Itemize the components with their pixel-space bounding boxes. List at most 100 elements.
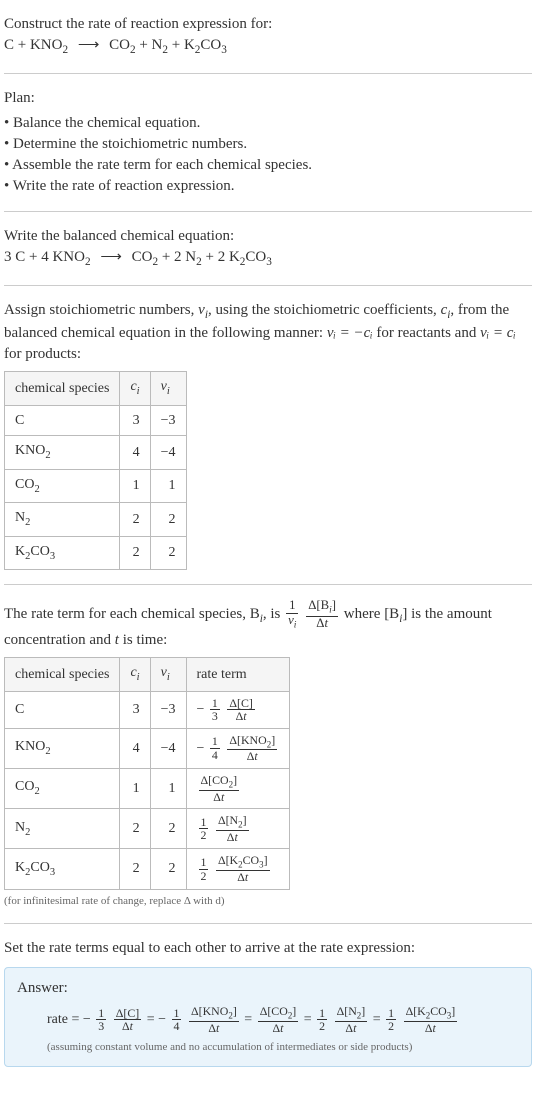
balanced-heading: Write the balanced chemical equation:	[4, 226, 532, 247]
nu-cell: 1	[150, 469, 186, 502]
one-over-nu: 1νi	[286, 599, 298, 630]
table-row: C3−3− 13 Δ[C]Δt	[5, 691, 290, 728]
rate-term-cell: − 14 Δ[KNO2]Δt	[186, 728, 290, 768]
table-header: νi	[150, 658, 186, 691]
table-row: KNO24−4− 14 Δ[KNO2]Δt	[5, 728, 290, 768]
relation-products: νᵢ = cᵢ	[480, 325, 516, 341]
stoich-section: Assign stoichiometric numbers, νi, using…	[4, 294, 532, 577]
final-heading: Set the rate terms equal to each other t…	[4, 938, 532, 959]
intro-equation: C + KNO2 ⟶ CO2 + N2 + K2CO3	[4, 35, 532, 59]
c-cell: 1	[120, 469, 150, 502]
answer-note: (assuming constant volume and no accumul…	[17, 1040, 519, 1055]
species-cell: C	[5, 691, 120, 728]
rateterm-text: The rate term for each chemical species,…	[4, 599, 532, 651]
text: , is	[263, 606, 284, 622]
rate-term-cell: − 13 Δ[C]Δt	[186, 691, 290, 728]
rate-word: rate =	[47, 1012, 83, 1027]
relation-reactants: νᵢ = −cᵢ	[327, 325, 373, 341]
table-row: C3−3	[5, 405, 187, 436]
plan-item: • Determine the stoichiometric numbers.	[4, 134, 532, 155]
final-section: Set the rate terms equal to each other t…	[4, 932, 532, 1073]
table-header: chemical species	[5, 372, 120, 405]
divider	[4, 211, 532, 212]
rateterm-table: chemical speciesciνirate term C3−3− 13 Δ…	[4, 657, 290, 889]
species-cell: K2CO3	[5, 536, 120, 569]
plan-section: Plan: • Balance the chemical equation.• …	[4, 82, 532, 203]
divider	[4, 285, 532, 286]
table-row: K2CO322	[5, 536, 187, 569]
table-header: νi	[150, 372, 186, 405]
c-cell: 2	[120, 536, 150, 569]
rate-expression: rate = − 13 Δ[C]Δt = − 14 Δ[KNO2]Δt = Δ[…	[17, 1005, 519, 1034]
nu-cell: 2	[150, 849, 186, 889]
intro-section: Construct the rate of reaction expressio…	[4, 8, 532, 65]
divider	[4, 73, 532, 74]
rate-term-cell: 12 Δ[K2CO3]Δt	[186, 849, 290, 889]
table-header: ci	[120, 658, 150, 691]
table-header: chemical species	[5, 658, 120, 691]
plan-item: • Balance the chemical equation.	[4, 113, 532, 134]
intro-prompt: Construct the rate of reaction expressio…	[4, 14, 532, 35]
text: for products:	[4, 346, 81, 362]
c-cell: 4	[120, 728, 150, 768]
c-cell: 2	[120, 849, 150, 889]
stoich-table: chemical speciesciνi C3−3KNO24−4CO211N22…	[4, 371, 187, 570]
nu-cell: 2	[150, 503, 186, 536]
species-cell: KNO2	[5, 728, 120, 768]
c-cell: 4	[120, 436, 150, 469]
nu-cell: 2	[150, 809, 186, 849]
nu-cell: −4	[150, 728, 186, 768]
table-header: ci	[120, 372, 150, 405]
rate-term-cell: Δ[CO2]Δt	[186, 768, 290, 808]
species-cell: K2CO3	[5, 849, 120, 889]
table-header-row: chemical speciesciνi	[5, 372, 187, 405]
species-cell: CO2	[5, 768, 120, 808]
text: The rate term for each chemical species,…	[4, 606, 260, 622]
text: Assign stoichiometric numbers,	[4, 302, 198, 318]
nu-cell: −4	[150, 436, 186, 469]
species-cell: N2	[5, 809, 120, 849]
stoich-text: Assign stoichiometric numbers, νi, using…	[4, 300, 532, 366]
balanced-section: Write the balanced chemical equation: 3 …	[4, 220, 532, 277]
delta-b-over-delta-t: Δ[Bi]Δt	[306, 599, 338, 630]
nu-i: νi	[198, 302, 208, 318]
divider	[4, 923, 532, 924]
c-cell: 2	[120, 809, 150, 849]
table-header: rate term	[186, 658, 290, 691]
c-cell: 1	[120, 768, 150, 808]
plan-item: • Assemble the rate term for each chemic…	[4, 155, 532, 176]
species-cell: N2	[5, 503, 120, 536]
table-row: CO211Δ[CO2]Δt	[5, 768, 290, 808]
species-cell: C	[5, 405, 120, 436]
plan-list: • Balance the chemical equation.• Determ…	[4, 113, 532, 197]
divider	[4, 584, 532, 585]
text: , using the stoichiometric coefficients,	[208, 302, 441, 318]
answer-label: Answer:	[17, 978, 519, 999]
nu-cell: 2	[150, 536, 186, 569]
species-cell: CO2	[5, 469, 120, 502]
table-row: N222	[5, 503, 187, 536]
table-row: CO211	[5, 469, 187, 502]
rateterm-section: The rate term for each chemical species,…	[4, 593, 532, 915]
table-header-row: chemical speciesciνirate term	[5, 658, 290, 691]
c-cell: 3	[120, 405, 150, 436]
rate-terms: − 13 Δ[C]Δt = − 14 Δ[KNO2]Δt = Δ[CO2]Δt …	[83, 1012, 459, 1027]
nu-cell: −3	[150, 405, 186, 436]
table-row: N22212 Δ[N2]Δt	[5, 809, 290, 849]
rateterm-note: (for infinitesimal rate of change, repla…	[4, 894, 532, 909]
c-cell: 3	[120, 691, 150, 728]
balanced-equation: 3 C + 4 KNO2 ⟶ CO2 + 2 N2 + 2 K2CO3	[4, 247, 532, 271]
c-cell: 2	[120, 503, 150, 536]
nu-cell: −3	[150, 691, 186, 728]
answer-box: Answer: rate = − 13 Δ[C]Δt = − 14 Δ[KNO2…	[4, 967, 532, 1067]
table-row: KNO24−4	[5, 436, 187, 469]
rate-term-cell: 12 Δ[N2]Δt	[186, 809, 290, 849]
text: where [B	[340, 606, 399, 622]
plan-item: • Write the rate of reaction expression.	[4, 176, 532, 197]
nu-cell: 1	[150, 768, 186, 808]
plan-heading: Plan:	[4, 88, 532, 109]
c-i: ci	[441, 302, 451, 318]
text: is time:	[119, 632, 167, 648]
text: for reactants and	[373, 325, 480, 341]
table-row: K2CO32212 Δ[K2CO3]Δt	[5, 849, 290, 889]
